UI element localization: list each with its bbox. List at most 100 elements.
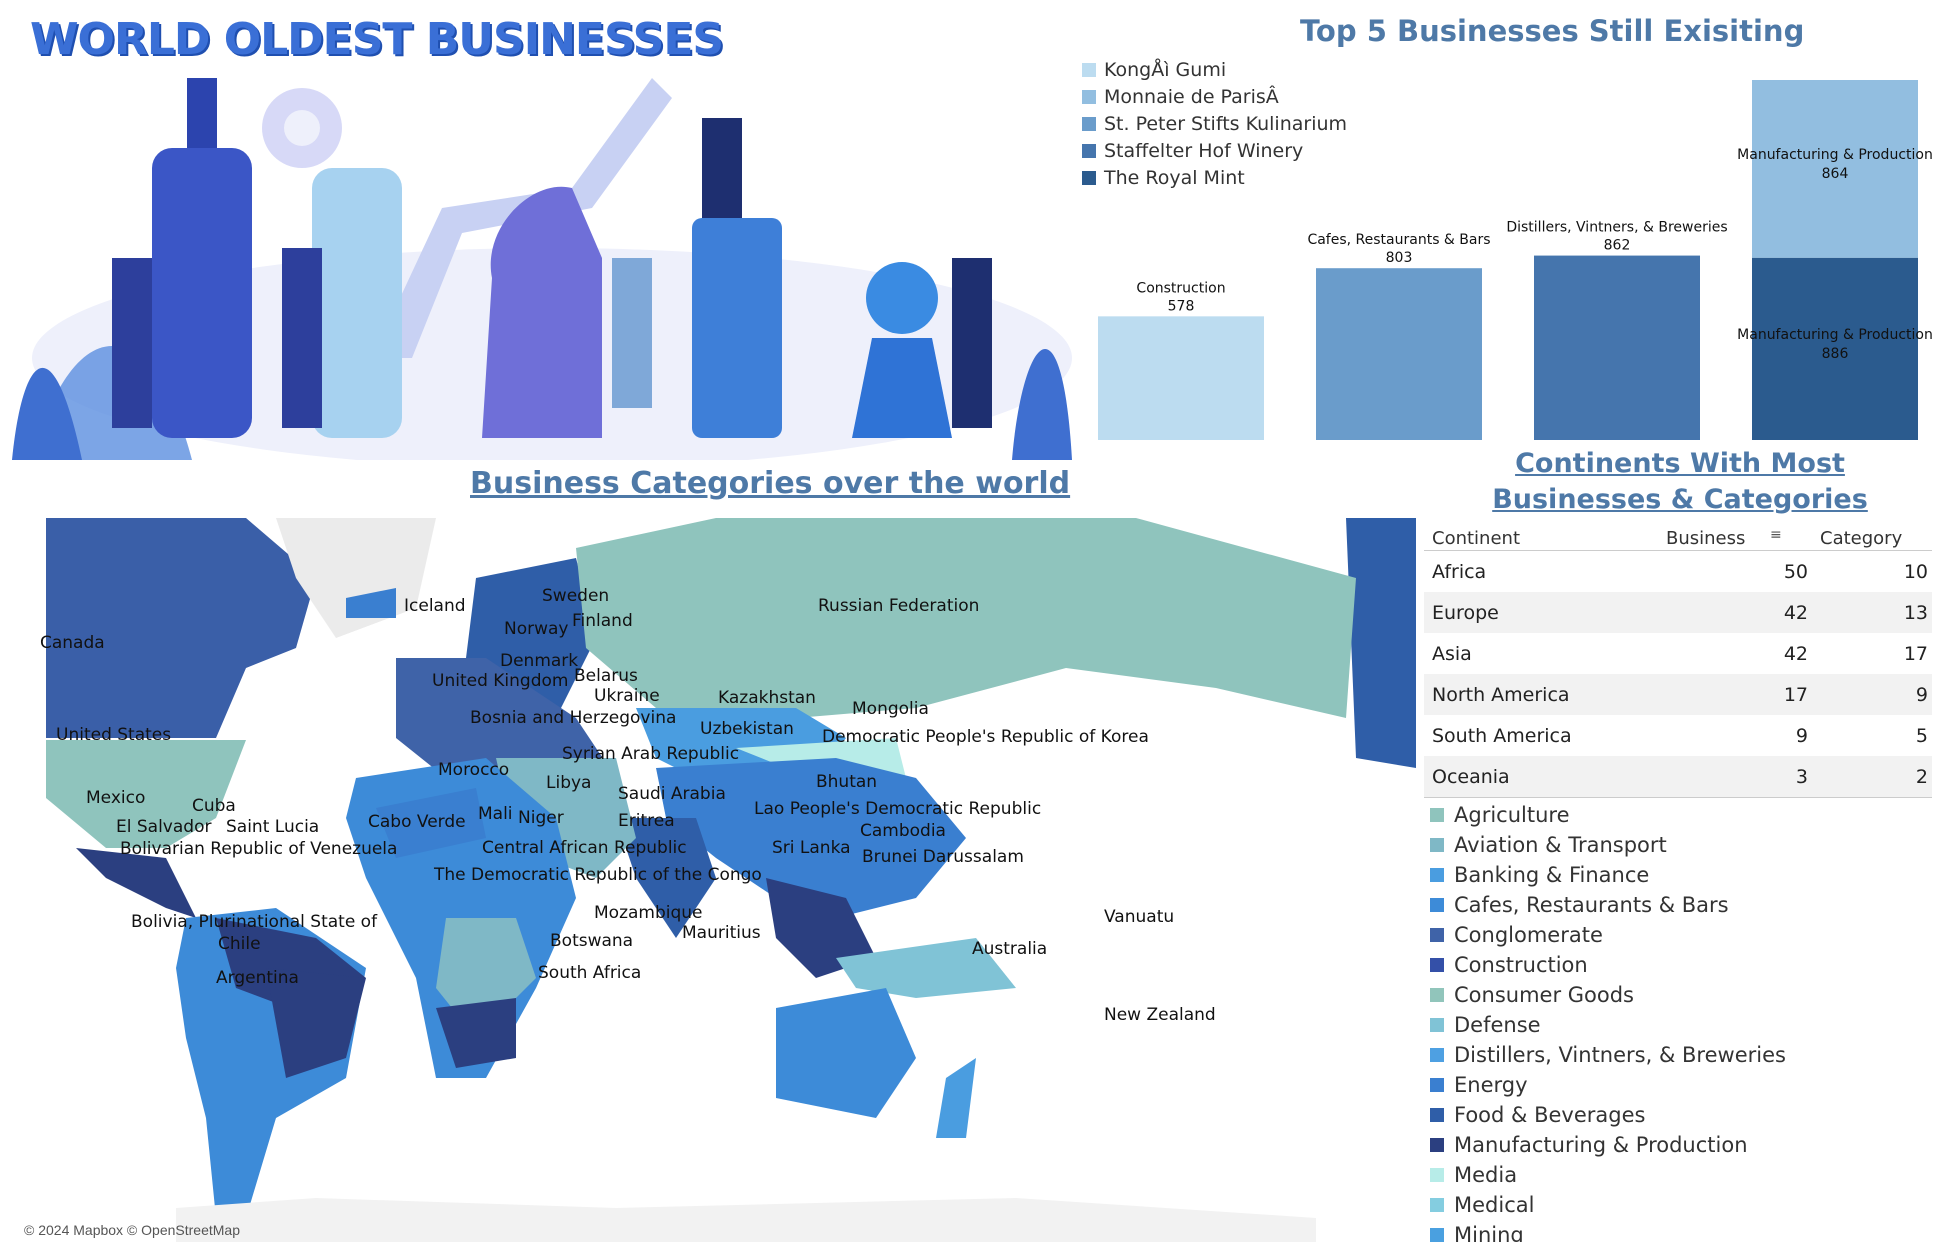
legend-swatch [1430, 928, 1444, 942]
category-legend-item[interactable]: Cafes, Restaurants & Bars [1430, 890, 1930, 920]
legend-swatch [1430, 838, 1444, 852]
category-legend-item[interactable]: Medical [1430, 1190, 1930, 1220]
table-row[interactable]: Europe 42 13 [1424, 592, 1932, 633]
region-canada [46, 518, 316, 738]
legend-swatch [1430, 1138, 1444, 1152]
map-label: Canada [40, 633, 105, 653]
region-india [616, 818, 716, 938]
category-legend-item[interactable]: Aviation & Transport [1430, 830, 1930, 860]
category-legend-item[interactable]: Food & Beverages [1430, 1100, 1930, 1130]
legend-item[interactable]: St. Peter Stifts Kulinarium [1082, 112, 1347, 136]
category-legend-label: Agriculture [1454, 803, 1570, 827]
bar[interactable] [1098, 316, 1264, 440]
map-label: Bolivia, Plurinational State of [131, 912, 378, 932]
legend-item[interactable]: Staffelter Hof Winery [1082, 139, 1303, 163]
category-legend-label: Media [1454, 1163, 1518, 1187]
map-label: Brunei Darussalam [862, 847, 1024, 867]
category-legend-item[interactable]: Distillers, Vintners, & Breweries [1430, 1040, 1930, 1070]
dashboard-title: WORLD OLDEST BUSINESSES [30, 14, 724, 65]
bar[interactable] [1752, 80, 1918, 258]
legend-swatch [1430, 1198, 1444, 1212]
legend-swatch [1430, 868, 1444, 882]
world-choropleth-map[interactable]: Canada United States Mexico Cuba El Salv… [16, 518, 1416, 1242]
map-label: Bosnia and Herzegovina [470, 708, 676, 728]
map-label: South Africa [538, 963, 641, 983]
category-legend-item[interactable]: Banking & Finance [1430, 860, 1930, 890]
map-label: Bhutan [816, 772, 877, 792]
category-legend-item[interactable]: Consumer Goods [1430, 980, 1930, 1010]
category-legend-item[interactable]: Energy [1430, 1070, 1930, 1100]
cell-continent: Oceania [1432, 765, 1510, 788]
map-label: Vanuatu [1104, 907, 1174, 927]
cell-business: 17 [1783, 683, 1808, 706]
header-category[interactable]: Category [1820, 528, 1903, 549]
category-legend-label: Banking & Finance [1454, 863, 1650, 887]
category-legend-item[interactable]: Construction [1430, 950, 1930, 980]
category-legend-label: Consumer Goods [1454, 983, 1634, 1007]
map-label: El Salvador [116, 817, 211, 837]
sort-icon[interactable]: ≡ [1770, 527, 1782, 543]
cell-category: 17 [1903, 642, 1928, 665]
category-legend-label: Distillers, Vintners, & Breweries [1454, 1043, 1786, 1067]
legend-item[interactable]: Monnaie de ParisÂ [1082, 85, 1279, 109]
category-legend-item[interactable]: Defense [1430, 1010, 1930, 1040]
bar[interactable] [1752, 257, 1918, 440]
cell-business: 9 [1795, 724, 1808, 747]
map-label: Norway [504, 619, 569, 639]
category-legend-item[interactable]: Mining [1430, 1220, 1930, 1242]
header-business[interactable]: Business [1666, 528, 1746, 549]
region-alaska-east [1346, 518, 1416, 768]
cell-category: 13 [1903, 601, 1928, 624]
cell-continent: Asia [1432, 642, 1472, 665]
map-label: Cuba [192, 796, 236, 816]
table-row[interactable]: Asia 42 17 [1424, 633, 1932, 674]
legend-item[interactable]: The Royal Mint [1082, 166, 1245, 190]
category-legend-label: Medical [1454, 1193, 1535, 1217]
table-row[interactable]: Oceania 3 2 [1424, 756, 1932, 797]
map-label: Finland [572, 611, 633, 631]
cell-business: 3 [1795, 765, 1808, 788]
category-legend-item[interactable]: Media [1430, 1160, 1930, 1190]
bar-label-category: Construction [1136, 280, 1225, 296]
map-label: Niger [518, 808, 564, 828]
legend-swatch [1430, 958, 1444, 972]
map-attribution: © 2024 Mapbox © OpenStreetMap [24, 1222, 240, 1238]
category-legend-item[interactable]: Agriculture [1430, 800, 1930, 830]
bar[interactable] [1316, 268, 1482, 440]
table-row[interactable]: South America 9 5 [1424, 715, 1932, 756]
table-row[interactable]: Africa 50 10 [1424, 551, 1932, 592]
cell-business: 42 [1783, 642, 1808, 665]
map-label: Iceland [404, 596, 466, 616]
legend-item[interactable]: KongÅì Gumi [1082, 58, 1226, 82]
legend-swatch [1430, 1048, 1444, 1062]
legend-swatch [1082, 171, 1096, 185]
cell-continent: South America [1432, 724, 1572, 747]
category-legend: Agriculture Aviation & Transport Banking &… [1430, 800, 1930, 1242]
bar-label-value: 864 [1822, 166, 1849, 182]
map-label: Central African Republic [482, 838, 687, 858]
legend-label: Staffelter Hof Winery [1104, 140, 1304, 162]
map-label: Ukraine [594, 686, 660, 706]
map-label: Botswana [550, 931, 633, 951]
cell-category: 10 [1903, 560, 1928, 583]
chess-illustration [12, 78, 1072, 460]
map-label: Saudi Arabia [618, 784, 726, 804]
category-legend-item[interactable]: Conglomerate [1430, 920, 1930, 950]
bar-label-category: Manufacturing & Production [1737, 147, 1933, 163]
legend-label: The Royal Mint [1104, 167, 1245, 189]
region-indonesia [836, 938, 1016, 998]
bar-label-category: Manufacturing & Production [1737, 327, 1933, 343]
bar-label-value: 862 [1604, 238, 1631, 254]
category-legend-label: Food & Beverages [1454, 1103, 1646, 1127]
header-continent[interactable]: Continent [1432, 528, 1520, 549]
table-row[interactable]: North America 17 9 [1424, 674, 1932, 715]
category-legend-item[interactable]: Manufacturing & Production [1430, 1130, 1930, 1160]
bar-label-category: Distillers, Vintners, & Breweries [1506, 220, 1727, 236]
bar-label-value: 578 [1168, 298, 1195, 314]
map-label: Belarus [574, 666, 638, 686]
legend-swatch [1430, 1018, 1444, 1032]
region-australia [776, 988, 916, 1118]
bar[interactable] [1534, 255, 1700, 440]
category-legend-label: Aviation & Transport [1454, 833, 1667, 857]
legend-swatch [1430, 1078, 1444, 1092]
